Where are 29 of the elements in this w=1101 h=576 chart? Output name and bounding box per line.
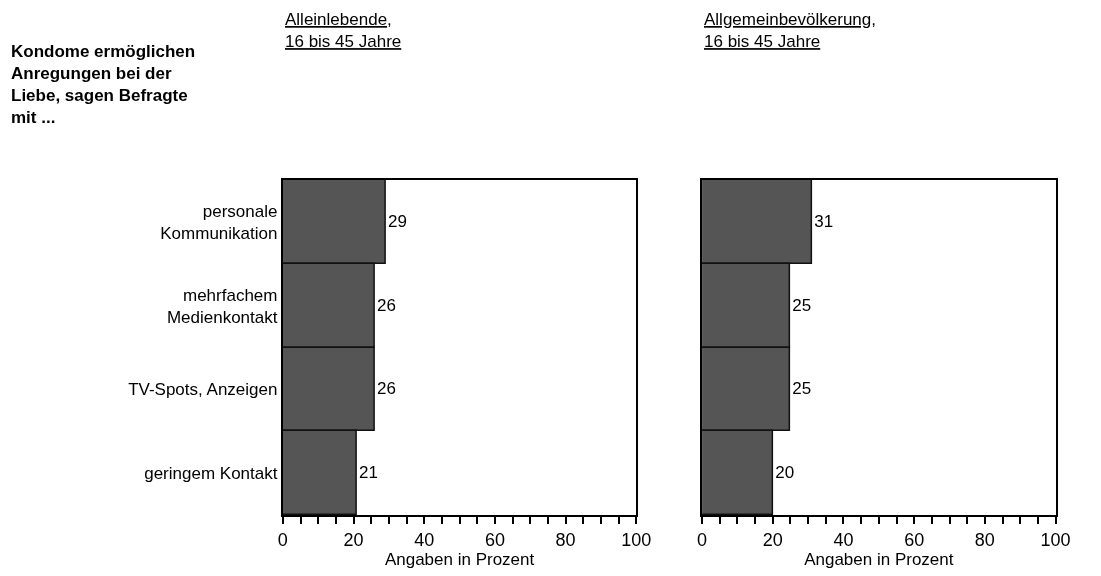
y-tick-label: personale Kommunikation [160, 201, 278, 243]
x-tick-label: 0 [277, 529, 288, 550]
data-label: 26 [377, 379, 397, 399]
x-tick-label: 60 [904, 529, 925, 550]
x-tick-label: 40 [414, 529, 435, 550]
x-tick-label: 80 [974, 529, 995, 550]
x-tick-label: 80 [555, 529, 576, 550]
data-label: 20 [775, 462, 795, 482]
data-label: 25 [792, 379, 812, 399]
y-tick-label: mehrfachem Medienkontakt [166, 285, 278, 327]
data-label: 29 [388, 211, 408, 231]
y-tick-label: geringem Kontakt [144, 464, 278, 484]
data-label: 26 [377, 295, 397, 315]
x-tick-label: 20 [762, 529, 783, 550]
data-label: 21 [359, 462, 379, 482]
data-label: 31 [814, 211, 834, 231]
x-axis-title: Angaben in Prozent [804, 549, 954, 569]
x-tick-label: 40 [833, 529, 854, 550]
x-tick-label: 100 [621, 529, 652, 550]
data-label: 25 [792, 295, 812, 315]
x-tick-label: 60 [484, 529, 505, 550]
y-tick-label: TV-Spots, Anzeigen [128, 380, 278, 400]
chart-title: Allgemeinbevölkerung, 16 bis 45 Jahre [704, 10, 876, 52]
text: Kondome ermöglichen Anregungen bei der Liebe, sagen Befragte mit ... [11, 42, 196, 128]
x-tick-label: 0 [697, 529, 708, 550]
x-tick-label: 20 [343, 529, 364, 550]
x-axis-title: Angaben in Prozent [384, 549, 535, 569]
chart-title: Alleinlebende, 16 bis 45 Jahre [285, 10, 402, 52]
x-tick-label: 100 [1040, 529, 1071, 550]
